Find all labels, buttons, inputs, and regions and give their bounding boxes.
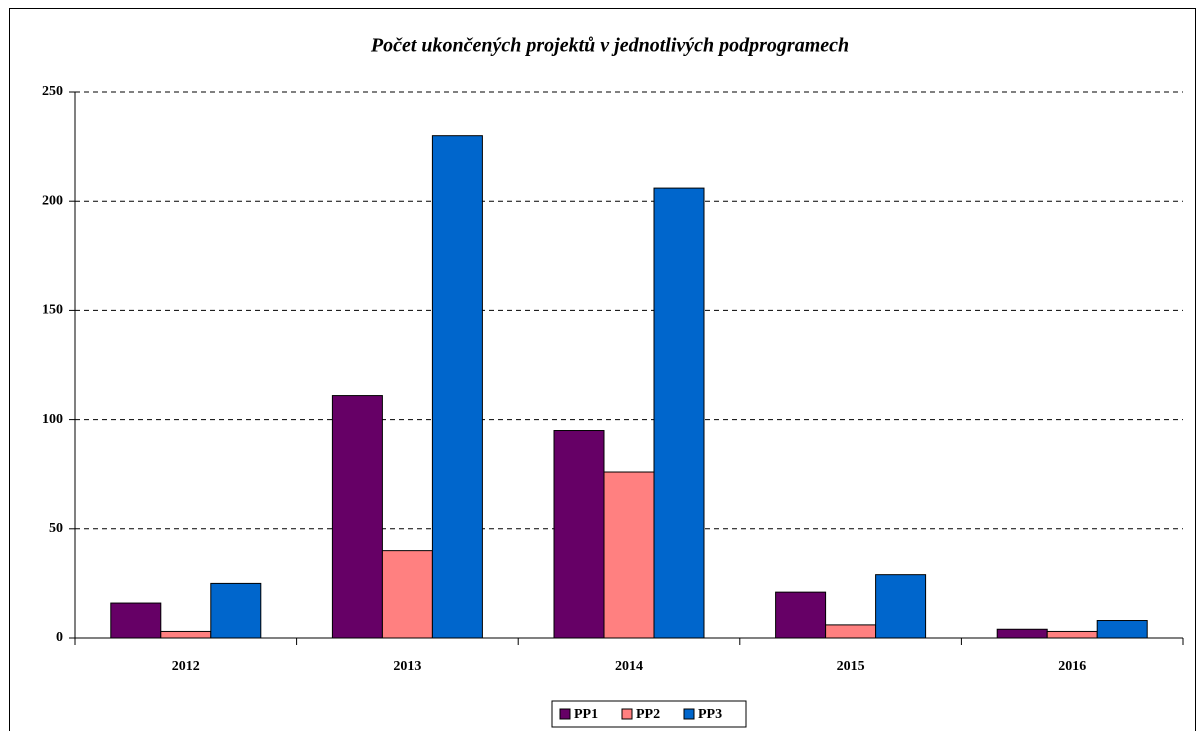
bar — [775, 591, 827, 639]
bar — [553, 430, 605, 639]
bar — [110, 602, 162, 639]
x-tick-label: 2013 — [393, 659, 421, 674]
legend-swatch — [683, 708, 695, 720]
y-tick-label: 150 — [42, 303, 63, 318]
y-tick-label: 100 — [42, 412, 63, 427]
bar — [1046, 630, 1098, 639]
bar — [210, 582, 262, 639]
bar — [331, 395, 383, 639]
bar — [381, 550, 433, 639]
legend-label: PP3 — [698, 707, 722, 722]
bar — [653, 187, 705, 639]
y-tick-label: 250 — [42, 84, 63, 99]
bar — [431, 135, 483, 639]
bar — [1096, 620, 1148, 639]
bar — [603, 471, 655, 639]
bar — [996, 628, 1048, 639]
x-tick-label: 2015 — [837, 659, 865, 674]
legend-swatch — [559, 708, 571, 720]
legend-label: PP1 — [574, 707, 598, 722]
x-tick-label: 2012 — [172, 659, 200, 674]
x-tick-label: 2016 — [1058, 659, 1086, 674]
chart-title: Počet ukončených projektů v jednotlivých… — [370, 35, 849, 57]
legend-label: PP2 — [636, 707, 660, 722]
y-tick-label: 50 — [49, 521, 63, 536]
legend-swatch — [621, 708, 633, 720]
y-tick-label: 0 — [56, 630, 63, 645]
x-tick-label: 2014 — [615, 659, 643, 674]
y-tick-label: 200 — [42, 193, 63, 208]
bar — [875, 574, 927, 639]
bar — [160, 630, 212, 639]
bar — [825, 624, 877, 639]
legend-box — [551, 700, 747, 728]
